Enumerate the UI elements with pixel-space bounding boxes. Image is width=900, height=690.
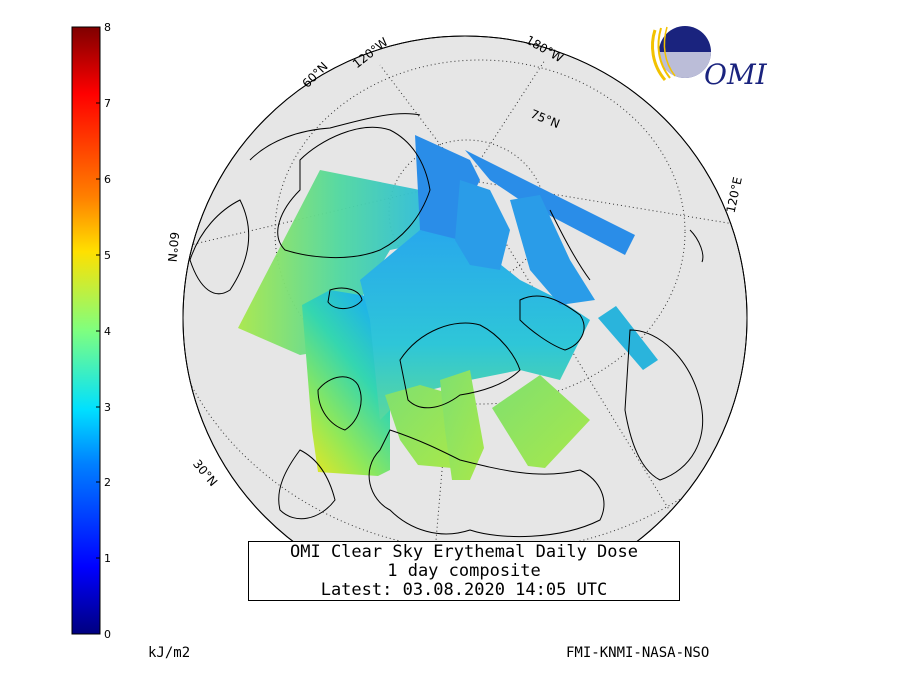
russia-arctic-coast: [519, 295, 585, 351]
swath-greenland: [238, 170, 440, 355]
scandinavia-coast: [399, 322, 521, 409]
novaya-zemlya-coast: [549, 209, 591, 281]
swath-europe-north: [360, 230, 590, 420]
colorbar-tick-1: 1: [104, 552, 111, 565]
iberia-coast: [278, 449, 336, 520]
colorbar-tick-7: 7: [104, 97, 111, 110]
swath-caspian: [492, 375, 590, 468]
europe-south-coast: [368, 429, 605, 538]
swath-balkans: [440, 370, 484, 480]
swath-kara: [510, 195, 595, 305]
colorbar-tick-3: 3: [104, 401, 111, 414]
swath-pole-b: [455, 180, 510, 270]
siberia-coast: [624, 329, 704, 481]
map-content: [183, 36, 747, 600]
title-line-2: 1 day composite: [387, 561, 541, 581]
title-line-1: OMI Clear Sky Erythemal Daily Dose: [290, 542, 638, 562]
colorbar-tick-4: 4: [104, 325, 111, 338]
colorbar-tick-8: 8: [104, 21, 111, 34]
dose-swaths: [238, 135, 658, 480]
title-line-3: Latest: 03.08.2020 14:05 UTC: [320, 580, 608, 600]
title-box: OMI Clear Sky Erythemal Daily Dose 1 day…: [248, 541, 680, 601]
kamchatka-coast: [689, 229, 704, 263]
colorbar: [71, 26, 101, 635]
greenland-coast: [277, 126, 431, 258]
colorbar-tick-2: 2: [104, 476, 111, 489]
coastlines: [189, 113, 704, 538]
colorbar-tick-0: 0: [104, 628, 111, 641]
swath-east: [598, 306, 658, 370]
swath-atlantic: [302, 290, 390, 476]
credit-label: FMI-KNMI-NASA-NSO: [566, 645, 710, 661]
label-60n-left: 60°N: [164, 231, 182, 263]
colorbar-ticks: [96, 26, 100, 635]
swath-siberia: [465, 150, 635, 255]
colorbar-tick-5: 5: [104, 249, 111, 262]
arctic-canada-coast: [249, 113, 421, 161]
colorbar-tick-6: 6: [104, 173, 111, 186]
omi-logo-text: OMI: [704, 58, 767, 91]
unit-label: kJ/m2: [148, 645, 191, 661]
uk-coast: [317, 376, 362, 431]
omi-logo-graphic: [651, 26, 711, 81]
canada-coast: [189, 199, 250, 295]
lat-60-circle: [274, 59, 686, 405]
iceland-coast: [327, 287, 363, 309]
